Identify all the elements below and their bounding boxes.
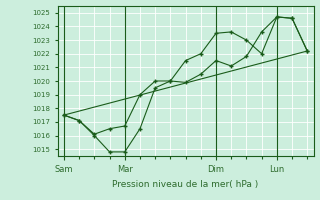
X-axis label: Pression niveau de la mer( hPa ): Pression niveau de la mer( hPa ) — [112, 180, 259, 189]
